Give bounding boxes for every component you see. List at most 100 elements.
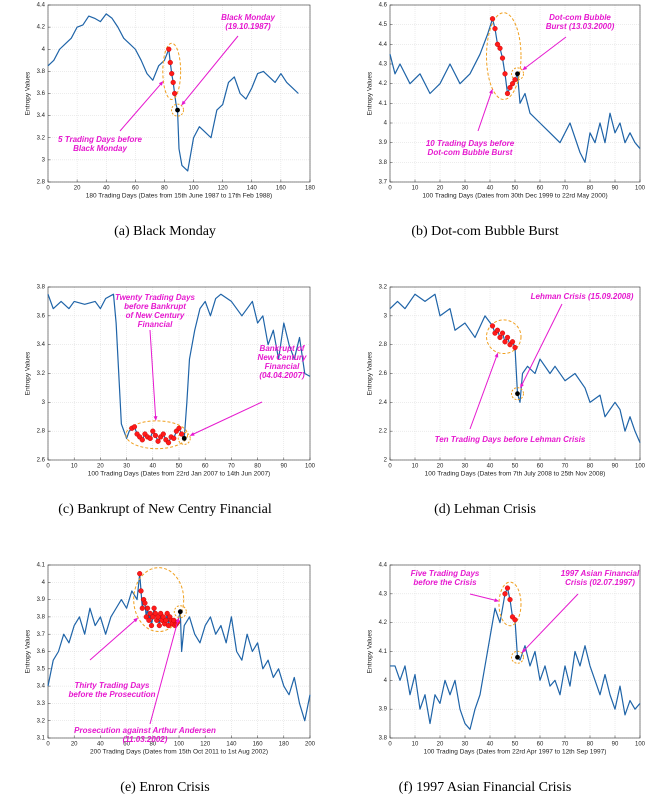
x-tick-label: 80 xyxy=(587,186,594,192)
highlight-point xyxy=(137,571,143,577)
highlight-point xyxy=(143,614,149,620)
highlight-ring xyxy=(133,567,185,633)
highlight-point xyxy=(155,438,161,444)
x-tick-label: 50 xyxy=(176,464,183,470)
annotation: Dot-com Bubble Burst xyxy=(428,148,513,157)
x-tick-label: 180 xyxy=(279,742,290,748)
y-tick-label: 3.9 xyxy=(379,140,388,146)
arrow-head xyxy=(158,81,164,86)
y-tick-label: 4.1 xyxy=(379,649,388,655)
y-tick-label: 3.7 xyxy=(379,180,388,186)
highlight-point xyxy=(492,26,498,32)
x-tick-label: 0 xyxy=(46,186,50,192)
y-tick-label: 3.8 xyxy=(37,614,46,620)
y-tick-label: 2.8 xyxy=(379,342,388,348)
highlight-point xyxy=(160,431,166,437)
y-tick-label: 2 xyxy=(384,458,388,464)
x-tick-label: 200 xyxy=(305,742,316,748)
y-tick-label: 3.2 xyxy=(37,135,46,141)
x-tick-label: 10 xyxy=(412,186,419,192)
highlight-point xyxy=(504,334,511,341)
arrow xyxy=(477,92,492,132)
y-tick-label: 3.3 xyxy=(37,701,46,707)
x-tick-label: 0 xyxy=(46,464,50,470)
arrow xyxy=(149,329,157,417)
y-tick-label: 4.5 xyxy=(379,22,388,28)
annotation: Black Monday xyxy=(73,144,127,153)
x-tick-label: 30 xyxy=(462,186,469,192)
highlight-point xyxy=(158,610,164,617)
highlight-point xyxy=(502,591,508,597)
y-tick-label: 3.6 xyxy=(37,313,46,319)
highlight-point xyxy=(504,90,511,97)
highlight-point xyxy=(138,588,144,594)
y-tick-label: 3.4 xyxy=(37,113,46,119)
y-tick-label: 4.1 xyxy=(379,101,388,107)
y-tick-label: 4.3 xyxy=(379,62,388,68)
x-tick-label: 40 xyxy=(97,742,104,748)
arrow xyxy=(149,621,179,725)
highlight-point xyxy=(494,327,501,333)
x-tick-label: 50 xyxy=(512,186,519,192)
event-ring xyxy=(171,103,185,117)
x-tick-label: 180 xyxy=(305,186,316,192)
x-tick-label: 120 xyxy=(200,742,211,748)
highlight-point xyxy=(494,41,501,47)
x-tick-label: 50 xyxy=(512,464,519,470)
x-tick-label: 100 xyxy=(174,742,185,748)
highlight-point xyxy=(179,431,185,437)
annotation: Crisis (02.07.1997) xyxy=(565,578,635,587)
annotation: before the Prosecution xyxy=(68,690,155,699)
annotation: of New Century xyxy=(126,311,185,320)
highlight-point xyxy=(497,334,503,341)
x-tick-label: 60 xyxy=(537,186,544,192)
annotation: Lehman Crisis (15.09.2008) xyxy=(531,292,634,301)
annotation: (04.04.2007) xyxy=(259,371,305,380)
x-tick-label: 90 xyxy=(612,186,619,192)
event-point xyxy=(175,107,180,113)
y-axis-label: Entropy Values xyxy=(367,629,374,673)
caption: (d) Lehman Crisis xyxy=(434,502,536,517)
x-axis-label: 100 Trading Days (Dates from 22rd Apr 19… xyxy=(424,749,607,756)
x-tick-label: 30 xyxy=(123,464,130,470)
arrow-head xyxy=(489,88,493,94)
x-tick-label: 100 xyxy=(189,186,200,192)
highlight-point xyxy=(147,610,153,617)
event-point xyxy=(515,654,520,660)
x-tick-label: 70 xyxy=(562,742,569,748)
highlight-ring xyxy=(498,581,522,627)
y-tick-label: 3.2 xyxy=(37,718,46,724)
event-ring xyxy=(511,650,524,664)
highlight-point xyxy=(172,90,178,97)
y-tick-label: 2.8 xyxy=(37,429,46,435)
event-point xyxy=(177,609,183,615)
arrow xyxy=(119,83,162,132)
x-tick-label: 70 xyxy=(562,464,569,470)
y-tick-label: 3.9 xyxy=(379,707,388,713)
x-tick-label: 100 xyxy=(635,464,646,470)
highlight-point xyxy=(489,16,496,22)
y-tick-label: 4 xyxy=(42,47,46,53)
highlight-point xyxy=(512,344,518,351)
plot-frame xyxy=(47,4,311,183)
event-point xyxy=(515,391,520,397)
highlight-point xyxy=(170,79,176,86)
highlight-ring xyxy=(486,319,522,355)
x-axis-label: 200 Trading Days (Dates from 15th Oct 20… xyxy=(90,749,268,756)
plot-frame xyxy=(389,286,641,461)
highlight-point xyxy=(163,617,169,623)
highlight-point xyxy=(176,425,182,431)
caption: (f) 1997 Asian Financial Crisis xyxy=(399,780,572,795)
highlight-point xyxy=(502,71,508,77)
plot-frame xyxy=(47,564,311,739)
y-tick-label: 4 xyxy=(384,121,388,127)
y-tick-label: 3.5 xyxy=(37,666,46,672)
x-tick-label: 40 xyxy=(487,464,494,470)
x-tick-label: 30 xyxy=(462,464,469,470)
x-tick-label: 60 xyxy=(202,464,209,470)
arrow-head xyxy=(153,416,158,421)
x-tick-label: 120 xyxy=(218,186,229,192)
y-tick-label: 3.1 xyxy=(37,736,46,742)
y-tick-label: 3.6 xyxy=(37,649,46,655)
annotation: Prosecution against Arthur Andersen xyxy=(74,726,216,735)
